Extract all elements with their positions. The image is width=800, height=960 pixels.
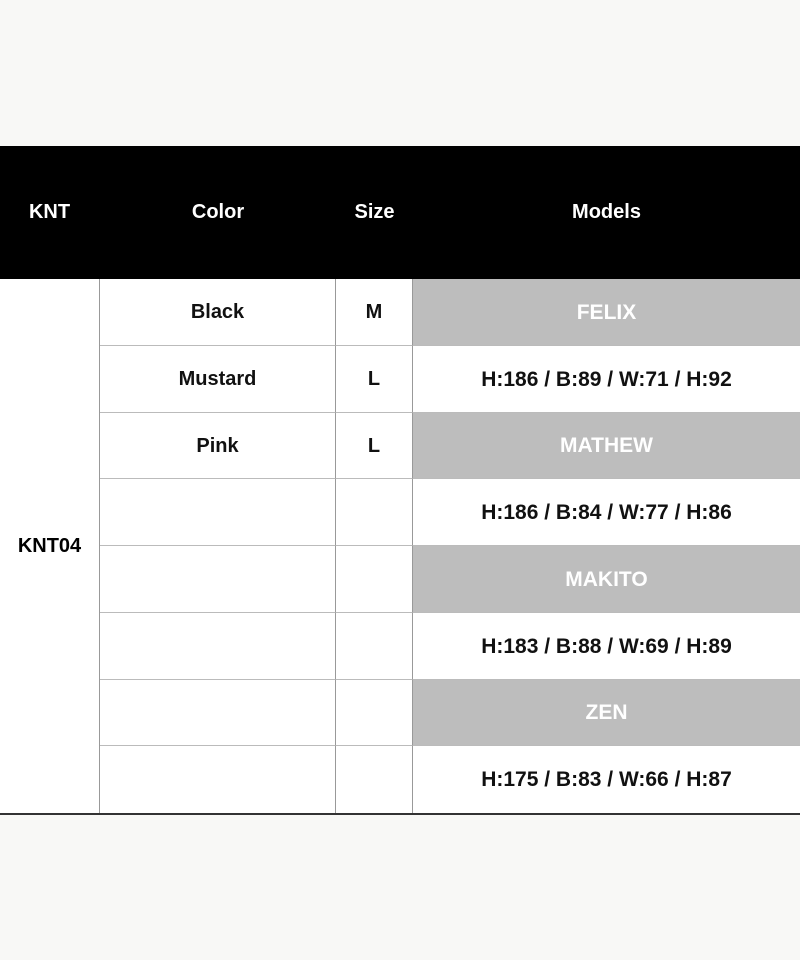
size-cell <box>336 479 413 546</box>
size-cell: M <box>336 279 413 346</box>
size-cell <box>336 680 413 746</box>
model-name-cell: MAKITO <box>413 546 800 613</box>
model-measurements-cell: H:175 / B:83 / W:66 / H:87 <box>481 768 732 791</box>
model-measurements-cell: H:186 / B:84 / W:77 / H:86 <box>413 479 800 546</box>
size-cell: L <box>336 346 413 413</box>
table-body: KNT04 Black M FELIX Mustard L H:186 / B:89 / … <box>0 279 800 815</box>
size-cell <box>336 746 413 813</box>
color-cell: Pink <box>100 413 336 479</box>
color-cell: Black <box>100 279 336 346</box>
header-models: Models <box>572 201 641 223</box>
model-measurements-cell: H:183 / B:88 / W:69 / H:89 <box>413 613 800 680</box>
model-name-cell: ZEN <box>413 680 800 746</box>
model-measurements-cell: H:186 / B:89 / W:71 / H:92 <box>413 346 800 413</box>
table-header: KNT Color Size Models <box>0 146 800 279</box>
color-cell <box>100 546 336 613</box>
color-cell <box>100 613 336 680</box>
color-cell <box>100 680 336 746</box>
model-name-cell: FELIX <box>413 279 800 346</box>
product-code: KNT04 <box>0 279 100 813</box>
size-cell: L <box>336 413 413 479</box>
header-color: Color <box>191 201 245 223</box>
model-name-cell: MATHEW <box>413 413 800 479</box>
header-size: Size <box>354 201 395 223</box>
color-cell <box>100 746 336 813</box>
color-cell: Mustard <box>100 346 336 413</box>
header-knt: KNT <box>28 201 71 223</box>
size-cell <box>336 613 413 680</box>
color-cell <box>100 479 336 546</box>
size-cell <box>336 546 413 613</box>
